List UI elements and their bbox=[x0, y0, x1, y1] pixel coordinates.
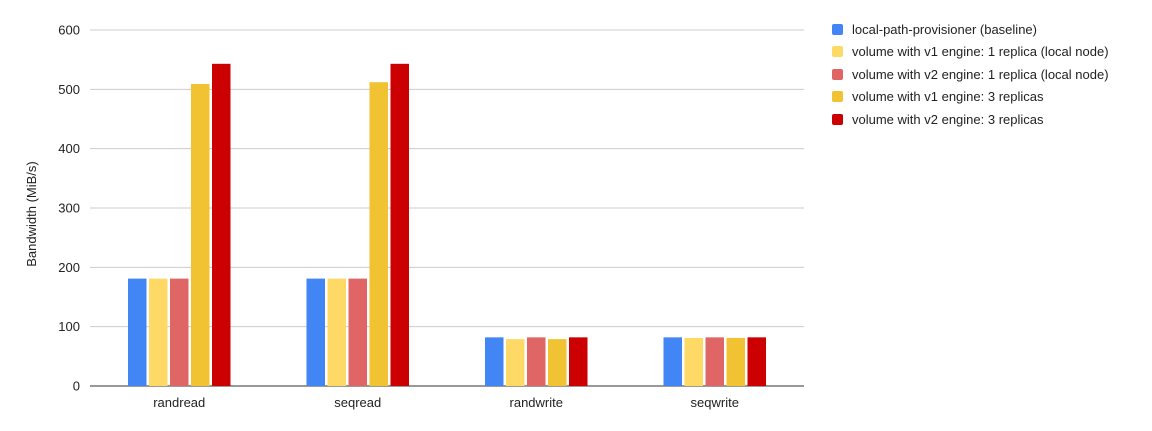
legend-item: volume with v1 engine: 1 replica (local … bbox=[832, 41, 1109, 63]
legend-label: volume with v2 engine: 3 replicas bbox=[852, 111, 1044, 127]
legend-swatch bbox=[832, 113, 843, 125]
legend-swatch bbox=[832, 91, 843, 102]
bar bbox=[569, 337, 588, 386]
y-axis-label: Bandwidth (MiB/s) bbox=[24, 161, 39, 266]
bar bbox=[128, 278, 147, 386]
legend-label: local-path-provisioner (baseline) bbox=[852, 21, 1037, 37]
legend-item: local-path-provisioner (baseline) bbox=[832, 18, 1109, 40]
x-axis-ticks: randread seqread randwrite seqwrite bbox=[153, 395, 739, 410]
legend-swatch bbox=[832, 46, 843, 57]
bar bbox=[747, 337, 766, 386]
bar bbox=[485, 337, 504, 386]
legend: local-path-provisioner (baseline) volume … bbox=[832, 18, 1109, 131]
bar-chart: 0 100 200 300 400 500 600 randread seqread randw… bbox=[24, 23, 804, 410]
legend-label: volume with v1 engine: 3 replicas bbox=[852, 89, 1044, 104]
legend-label: volume with v2 engine: 1 replica (local … bbox=[852, 66, 1109, 82]
legend-item: volume with v2 engine: 3 replicas bbox=[832, 108, 1109, 130]
bar bbox=[663, 337, 682, 386]
x-tick-label: randread bbox=[153, 395, 205, 410]
legend-item: volume with v1 engine: 3 replicas bbox=[832, 86, 1109, 108]
y-axis-ticks: 0 100 200 300 400 500 600 bbox=[58, 23, 80, 394]
y-tick-label: 400 bbox=[58, 141, 80, 156]
bar bbox=[327, 278, 346, 386]
bar bbox=[369, 82, 388, 387]
y-tick-label: 500 bbox=[58, 82, 80, 97]
y-tick-label: 300 bbox=[58, 201, 80, 216]
y-tick-label: 100 bbox=[58, 319, 80, 334]
bar bbox=[390, 63, 409, 386]
bars bbox=[128, 63, 766, 387]
bar bbox=[684, 337, 703, 386]
bar bbox=[348, 278, 367, 386]
legend-swatch bbox=[832, 68, 843, 80]
legend-swatch bbox=[832, 23, 843, 35]
bar bbox=[306, 278, 325, 386]
bar bbox=[726, 337, 745, 386]
y-tick-label: 200 bbox=[58, 260, 80, 275]
y-tick-label: 0 bbox=[73, 379, 80, 394]
bar bbox=[548, 339, 567, 386]
bar bbox=[149, 278, 168, 386]
legend-item: volume with v2 engine: 1 replica (local … bbox=[832, 63, 1109, 85]
y-tick-label: 600 bbox=[58, 23, 80, 38]
bar bbox=[506, 339, 525, 386]
bar bbox=[212, 63, 231, 386]
x-tick-label: seqwrite bbox=[691, 395, 739, 410]
bar bbox=[170, 278, 189, 386]
bar bbox=[705, 337, 724, 386]
bar bbox=[191, 83, 210, 386]
x-tick-label: seqread bbox=[334, 395, 381, 410]
x-tick-label: randwrite bbox=[510, 395, 563, 410]
bar bbox=[527, 337, 546, 386]
legend-label: volume with v1 engine: 1 replica (local … bbox=[852, 44, 1109, 59]
